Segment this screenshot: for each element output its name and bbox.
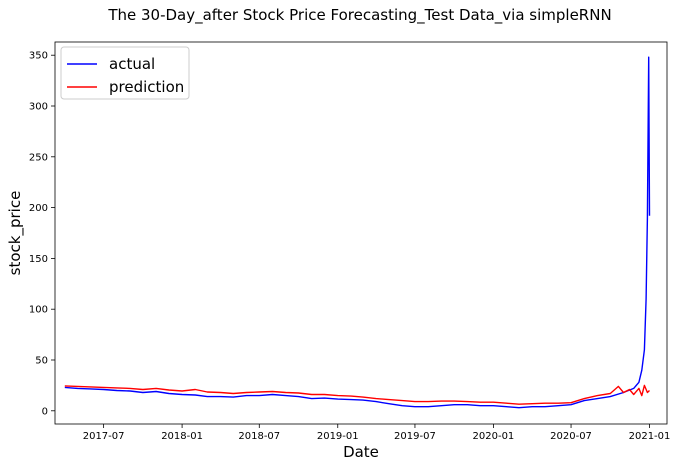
chart-title: The 30-Day_after Stock Price Forecasting… [107,6,611,25]
y-tick-label: 100 [29,305,48,316]
y-axis: 0 50 100 150 200 250 300 350 [29,51,55,417]
x-tick-label: 2021-01 [629,431,671,442]
x-tick-label: 2020-07 [550,431,592,442]
y-tick-label: 250 [29,152,48,163]
series-line-actual [64,56,651,409]
y-tick-label: 50 [35,355,48,366]
series-layer [64,56,651,409]
series-line-prediction [64,384,650,405]
x-tick-label: 2017-07 [83,431,125,442]
x-axis-label: Date [343,443,379,461]
x-axis: 2017-07 2018-01 2018-07 2019-01 2019-07 2020-… [83,424,671,442]
plot-frame [54,41,668,425]
y-tick-label: 300 [29,102,48,113]
legend-box [60,46,190,100]
legend-label-actual: actual [109,55,155,73]
y-tick-label: 350 [29,51,48,62]
y-tick-label: 150 [29,254,48,265]
x-tick-label: 2019-07 [394,431,436,442]
y-tick-label: 200 [29,203,48,214]
x-tick-label: 2020-01 [473,431,515,442]
legend: actual prediction [60,46,190,100]
legend-label-prediction: prediction [109,78,184,96]
x-tick-label: 2019-01 [317,431,359,442]
x-tick-label: 2018-07 [238,431,280,442]
x-tick-label: 2018-01 [161,431,203,442]
y-axis-label: stock_price [6,191,25,276]
y-tick-label: 0 [42,406,48,417]
plot-area: 2017-07 2018-01 2018-07 2019-01 2019-07 2020-… [29,41,671,442]
